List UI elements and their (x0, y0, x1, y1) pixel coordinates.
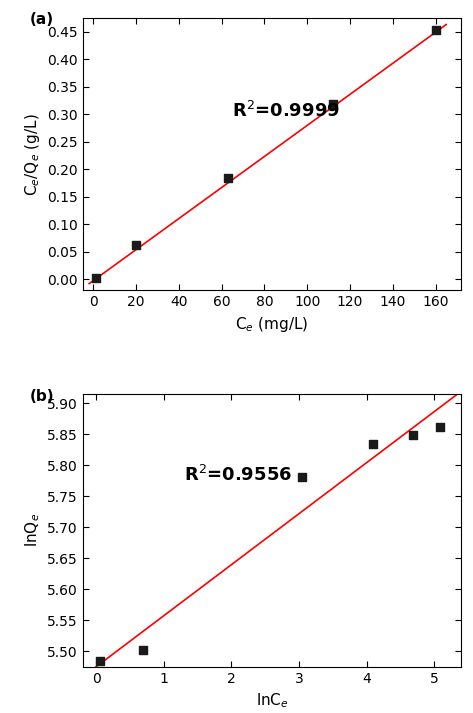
Point (298, 471, 306, 483)
Text: (b): (b) (30, 389, 54, 404)
Point (409, 429, 416, 441)
X-axis label: C$_e$ (mg/L): C$_e$ (mg/L) (235, 315, 309, 334)
Point (329, 98, 337, 109)
Point (369, 438, 377, 449)
Point (224, 173, 232, 184)
Point (92, 272, 99, 284)
Y-axis label: C$_e$/Q$_e$ (g/L): C$_e$/Q$_e$ (g/L) (23, 113, 42, 195)
Point (436, 422, 443, 434)
Y-axis label: lnQ$_e$: lnQ$_e$ (23, 513, 42, 548)
Point (432, 25, 439, 36)
X-axis label: lnC$_e$: lnC$_e$ (255, 691, 289, 709)
Text: R$^2$=0.9999: R$^2$=0.9999 (232, 101, 341, 121)
Point (139, 645, 147, 656)
Point (132, 239, 140, 250)
Text: R$^2$=0.9556: R$^2$=0.9556 (184, 465, 292, 485)
Point (96, 655, 104, 667)
Text: (a): (a) (30, 12, 54, 27)
